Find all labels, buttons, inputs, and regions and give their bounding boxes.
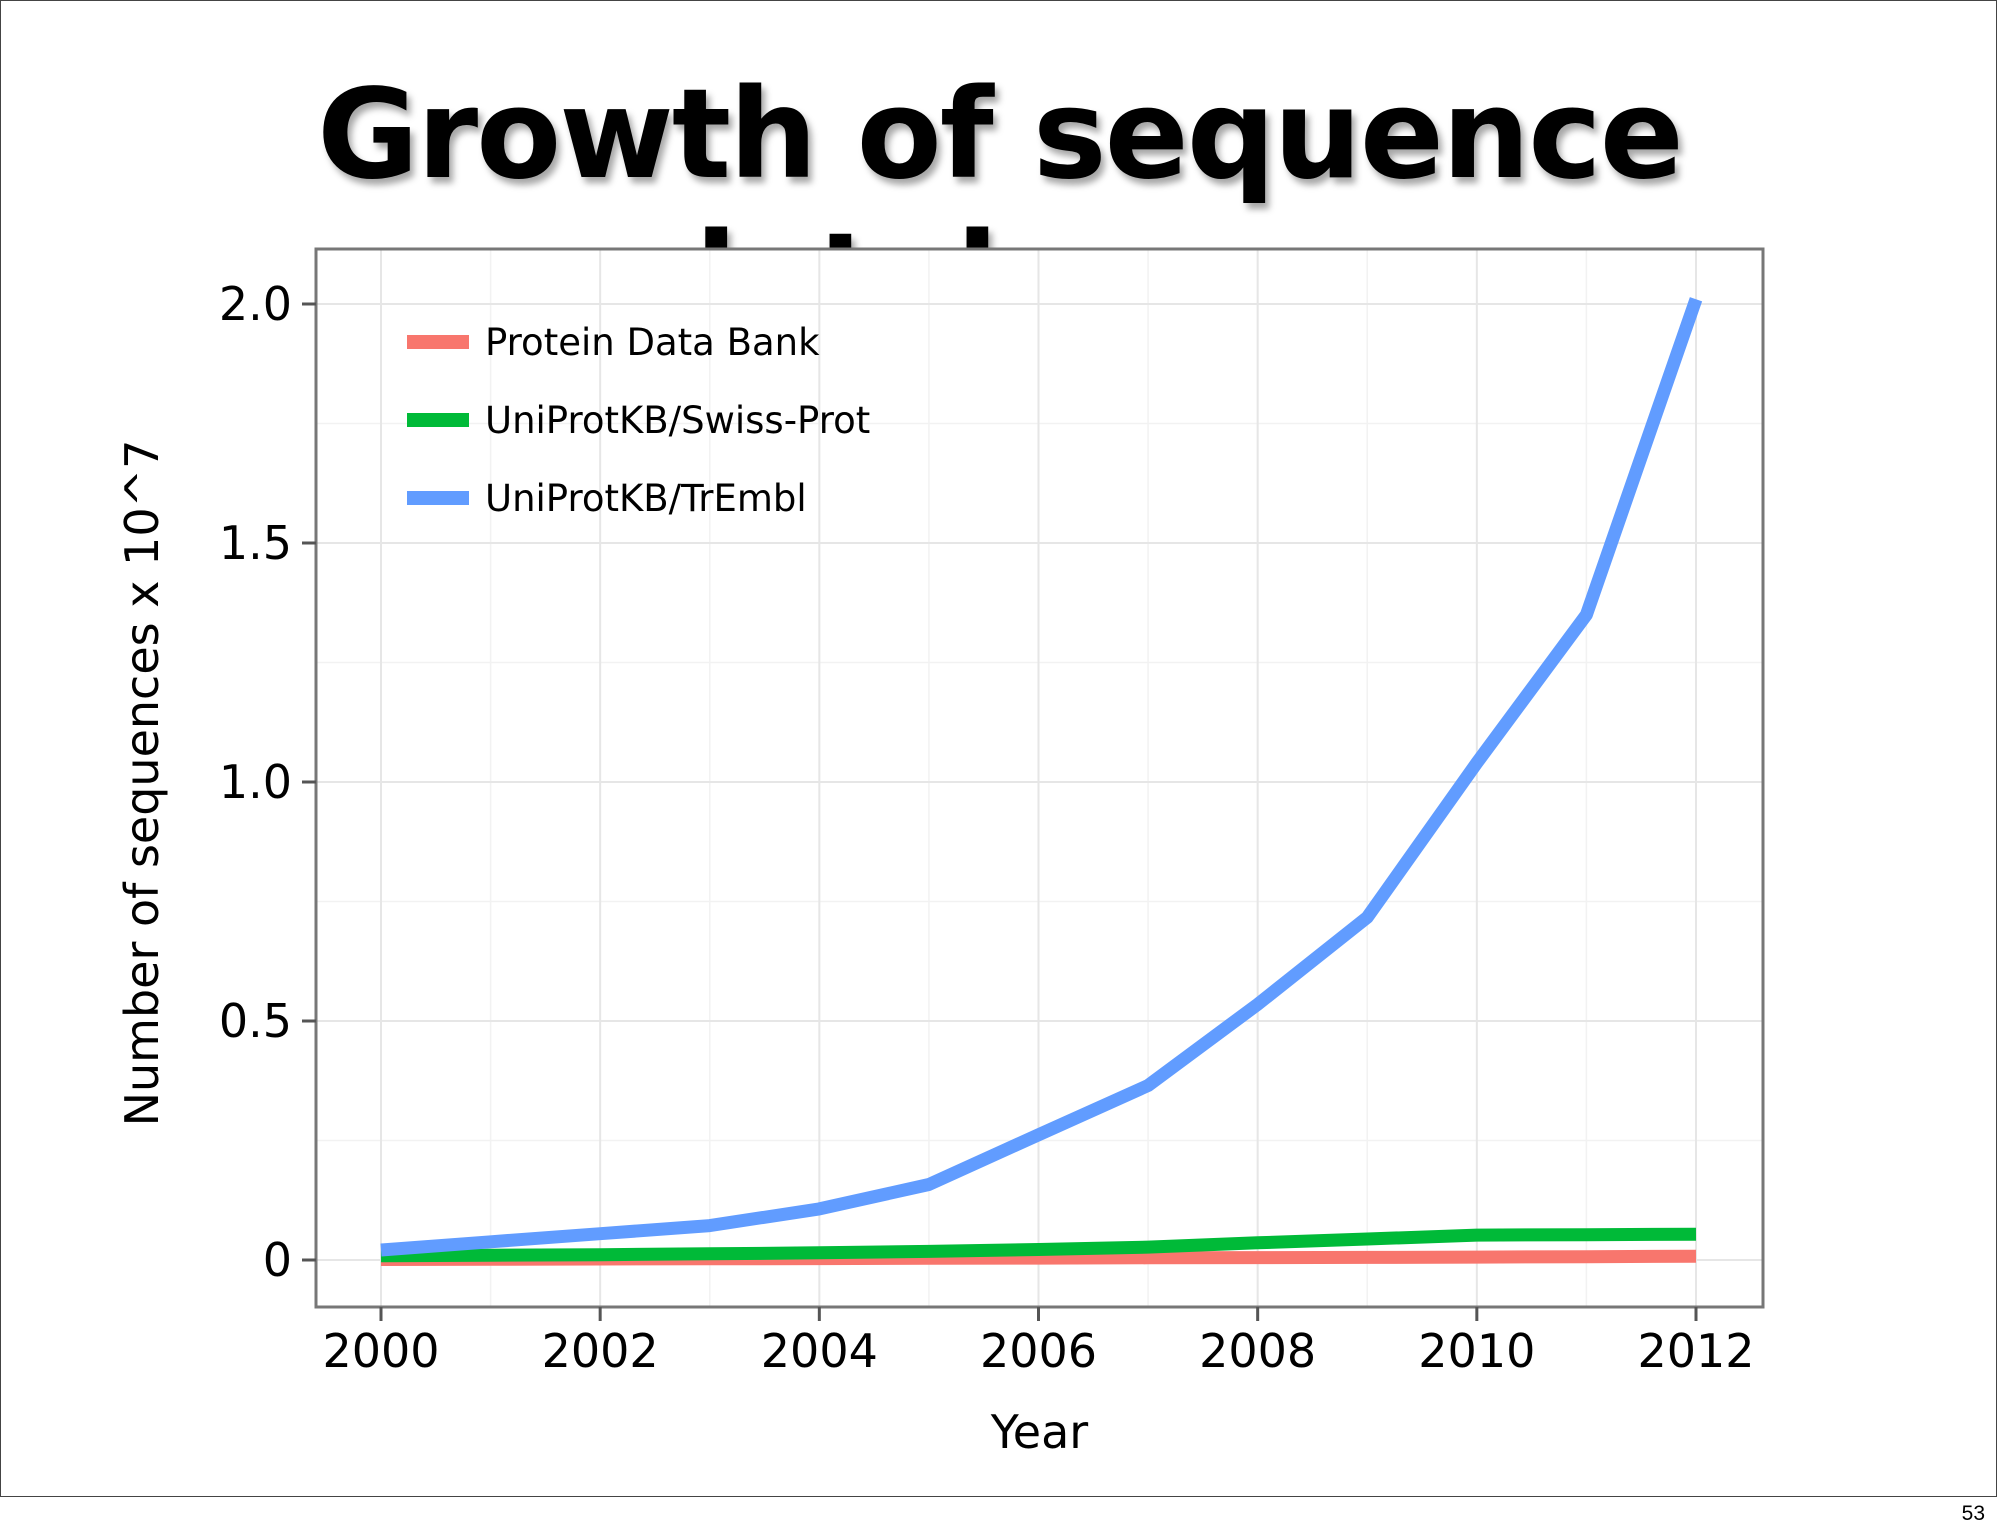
legend-label-pdb: Protein Data Bank [485, 321, 820, 364]
page-number: 53 [1961, 1502, 1985, 1525]
x-tick-label: 2012 [1637, 1324, 1754, 1378]
x-tick-label: 2006 [980, 1324, 1097, 1378]
x-tick-label: 2004 [761, 1324, 878, 1378]
y-tick-label: 0.5 [219, 994, 292, 1048]
y-axis-label: Number of sequences x 10^7 [115, 440, 169, 1127]
x-tick-label: 2010 [1418, 1324, 1535, 1378]
x-tick-label: 2000 [322, 1324, 439, 1378]
series-line-trembl [380, 297, 1703, 1257]
series-line-swissprot [380, 1227, 1697, 1263]
legend-label-swissprot: UniProtKB/Swiss-Prot [485, 399, 870, 442]
y-tick-label: 2.0 [219, 277, 292, 331]
series-layer [380, 297, 1703, 1266]
y-tick-label: 0 [263, 1233, 292, 1287]
y-tick-label: 1.5 [219, 516, 292, 570]
x-tick-label: 2008 [1199, 1324, 1316, 1378]
legend-label-trembl: UniProtKB/TrEmbl [485, 477, 807, 520]
legend: Protein Data Bank UniProtKB/Swiss-Prot Uni… [407, 321, 870, 520]
x-axis-label: Year [990, 1405, 1088, 1459]
x-axis: 2000 2002 2004 2006 2008 2010 2012 [322, 1307, 1755, 1378]
x-tick-label: 2002 [542, 1324, 659, 1378]
y-tick-label: 1.0 [219, 755, 292, 809]
y-axis: 0 0.5 1.0 1.5 2.0 [219, 277, 316, 1287]
